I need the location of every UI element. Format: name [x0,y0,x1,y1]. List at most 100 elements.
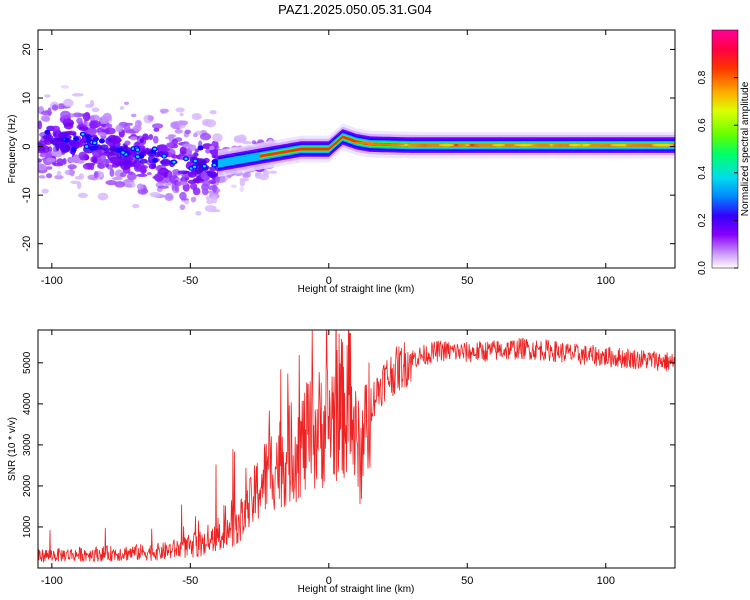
spectrogram-cell [110,135,122,144]
spectrogram-y-label: Frequency (Hz) [7,115,18,184]
spectrogram-ridge-band [218,132,675,168]
spectrogram-cell [92,157,97,164]
spectrogram-cell [60,110,71,119]
spectrogram-cell [231,184,237,189]
spectrogram-cell [551,143,569,147]
spectrogram-cell [184,157,188,161]
spectrogram-cell [170,121,179,128]
spectrogram-cell [98,138,105,144]
spectrogram-cell [51,104,59,111]
spectrogram-cell [134,119,141,129]
spectrogram-cell [153,147,157,151]
spectrogram-cell [136,173,148,177]
spectrogram-cell [188,144,197,151]
spectrogram-cell [239,179,246,187]
spectrogram-cell [54,174,64,180]
spectrogram-cell [72,154,80,163]
spectrogram-cell [143,136,150,141]
spectrogram-cell [119,172,127,178]
spectrogram-cell [78,173,85,180]
spectrogram-cell [367,143,390,146]
spectrogram-cell [166,142,175,148]
spectrogram-cell [160,158,171,167]
spectrogram-cell [215,175,221,183]
spectrogram-cell [79,138,87,147]
y-tick-label: 3000 [22,433,33,456]
spectrogram-cell [175,107,185,113]
spectrogram-cell [152,157,159,163]
spectrogram-cell [62,158,67,165]
spectrogram-cell [149,192,161,198]
spectrogram-cell [569,143,582,147]
y-tick-label: 4000 [22,392,33,415]
colorbar-tick-label: 0.8 [697,70,708,84]
colorbar-gradient [711,29,739,269]
spectrogram-y-ticks: -20 -10 0 10 20 [21,43,675,252]
x-tick-label: 100 [597,575,615,587]
spectrogram-cell [115,124,124,133]
spectrogram-cell [92,145,99,151]
spectrogram-cell [212,133,223,142]
spectrogram-cell [236,134,247,144]
spectrogram-cell [89,114,101,122]
spectrogram-cell [109,156,122,165]
y-tick-label: 20 [21,43,33,55]
spectrogram-x-ticks: -100 -50 0 50 100 [41,30,615,287]
spectrogram-cell [212,163,216,167]
spectrogram-cell [476,143,498,147]
spectrogram-cell [76,117,83,125]
spectrogram-cell [67,164,77,170]
x-tick-label: 0 [326,575,332,587]
x-tick-label: -50 [182,275,198,287]
spectrogram-cell [177,170,190,175]
spectrogram-cell [91,107,100,113]
spectrogram-cell [195,210,202,216]
spectrogram-cell [204,205,217,213]
spectrogram-cell [59,131,69,138]
spectrogram-cell [174,129,183,134]
spectrogram-cell [148,134,154,140]
spectrogram-cell [181,173,190,178]
spectrogram-cell [55,141,60,151]
spectrogram-cell [63,122,74,130]
spectrogram-cell [589,143,602,147]
spectrogram-cell [132,203,140,209]
spectrogram-cell [51,125,61,133]
spectrogram-cell [242,172,249,178]
spectrogram-cell [163,181,172,186]
spectrogram-cell [69,170,75,177]
spectrogram-cell [124,140,131,146]
spectrogram-x-label: Height of straight line (km) [298,284,415,295]
spectrogram-cell [539,143,551,147]
spectrogram-cell [153,173,164,182]
spectrogram-cell [93,171,99,179]
spectrogram-cell [171,154,178,159]
spectrogram-cell [179,191,187,201]
spectrogram-cell [202,164,206,168]
spectrogram-cell [41,188,49,194]
spectrogram-cell [47,107,52,117]
colorbar-tick-label: 0.2 [697,213,708,227]
spectrogram-cell [63,98,74,108]
spectrogram-cell [122,160,132,166]
spectrogram-cell [384,143,406,146]
spectrogram-cell [200,183,209,191]
spectrogram-cell [157,185,170,189]
spectrogram-cell [655,143,672,147]
spectrogram-cell [191,112,202,120]
spectrogram-cell [178,120,189,126]
spectrogram-cell [239,186,245,192]
y-tick-label: -20 [21,236,33,252]
spectrogram-cell [146,172,152,176]
spectrogram-cell [38,120,43,130]
colorbar-tick-label: 0.0 [697,261,708,275]
spectrogram-cell [89,121,99,129]
spectrogram-cell [151,123,164,129]
spectrogram-cell [72,132,77,137]
x-tick-label: 0 [326,275,332,287]
spectrogram-cell [209,109,217,115]
spectrogram-cell [202,175,210,182]
spectrogram-cell [193,133,198,138]
spectrogram-cell [139,158,148,164]
